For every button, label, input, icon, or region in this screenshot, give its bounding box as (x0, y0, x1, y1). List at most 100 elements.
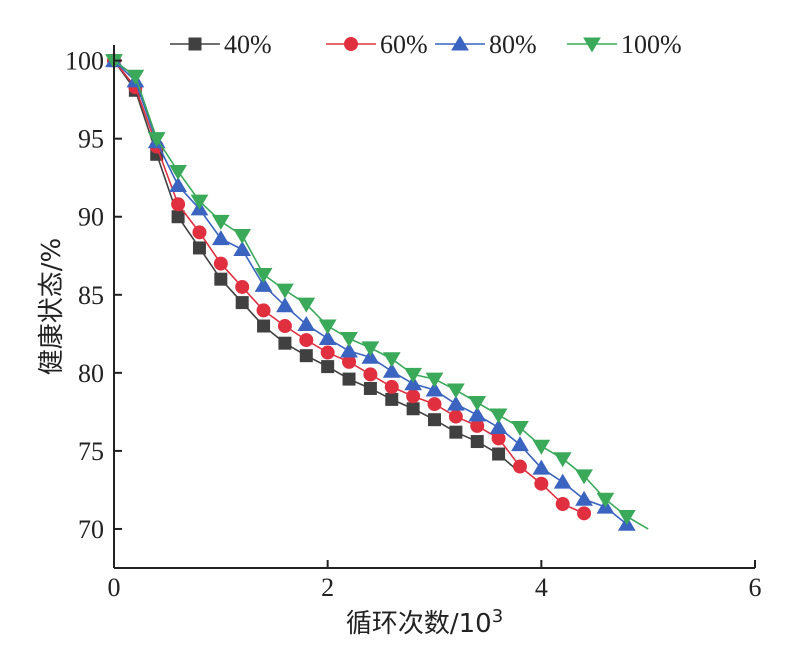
series-100-percent-point (511, 420, 529, 436)
series-60-percent-point (299, 333, 314, 348)
x-tick-label: 6 (749, 573, 762, 602)
series-100-percent-point (254, 267, 273, 283)
series-40-percent-point (235, 296, 249, 310)
legend-item-80-percent-label: 80% (489, 30, 537, 59)
legend-item-80-percent: 80% (435, 30, 537, 59)
legend-item-60-percent-label: 60% (380, 30, 428, 59)
series-100-percent-point (190, 194, 209, 210)
series-80-percent-point (276, 297, 294, 313)
series-80-percent-point (361, 348, 380, 364)
series-80-percent-point (233, 241, 252, 257)
legend-item-100-percent-marker (583, 37, 601, 53)
x-tick-label: 0 (108, 573, 121, 602)
series-40-percent-point (385, 392, 399, 406)
series-100-percent (105, 54, 649, 530)
series-80-percent-point (489, 419, 508, 434)
series-100-percent-point (340, 332, 358, 347)
series-40-percent-point (406, 402, 420, 416)
series-100-percent-point (211, 214, 230, 230)
series-40-percent-point (428, 413, 441, 427)
series-100-percent-point (297, 297, 316, 313)
series-80-percent-point (511, 436, 529, 452)
series-80-percent-point (297, 315, 316, 331)
legend-item-40-percent: 40% (170, 30, 272, 59)
series-40-percent-point (342, 372, 356, 386)
series-100-percent-point (446, 383, 465, 399)
series-100-percent-point (147, 132, 166, 148)
x-tick-label: 4 (535, 573, 548, 602)
x-axis-title-superscript: 3 (492, 606, 503, 627)
series-100-percent-point (532, 439, 551, 455)
series-40-percent-point (299, 349, 313, 363)
series-60-percent-point (406, 389, 421, 404)
series-40-percent-point (470, 435, 484, 449)
series-100-percent-point (617, 509, 636, 525)
series-100-percent-point (169, 164, 187, 180)
plot-area (105, 52, 649, 531)
series-80-percent-point (425, 381, 444, 397)
y-axis-title: 健康状态/% (37, 238, 67, 375)
series-60-percent-point (427, 397, 442, 412)
legend-item-100-percent-label: 100% (621, 30, 682, 59)
series-80-percent-line (113, 60, 628, 525)
series-100-percent-point (468, 396, 487, 411)
series-60-percent-point (577, 506, 592, 521)
y-tick-label: 90 (78, 203, 104, 232)
series-60-percent-line (113, 60, 585, 515)
series-60-percent-point (256, 303, 271, 318)
legend-item-40-percent-label: 40% (224, 30, 272, 59)
series-100-percent-point (318, 319, 337, 335)
series-100-percent-point (553, 452, 572, 468)
series-60-percent-point (277, 319, 292, 334)
series-60-percent-point (512, 459, 527, 474)
series-100-percent-point (361, 341, 380, 357)
x-axis-ticks: 0 2 4 6 (108, 560, 762, 602)
series-40-percent-point (192, 241, 206, 255)
series-80-percent-point (382, 362, 401, 378)
series-40-percent-point (214, 272, 228, 286)
series-100-percent-point (404, 367, 423, 383)
y-tick-label: 85 (78, 281, 104, 310)
series-100-percent-point (575, 469, 593, 485)
legend: 40% 60% 80% 100% (170, 30, 682, 59)
series-40-percent-point (492, 447, 506, 461)
series-100-percent-line (113, 59, 649, 530)
x-tick-label: 2 (321, 573, 334, 602)
legend-item-100-percent: 100% (567, 30, 682, 59)
series-40-percent-point (171, 210, 185, 224)
y-tick-label: 100 (65, 47, 104, 76)
series-80-percent-point (404, 375, 423, 391)
series-80-percent-point (318, 330, 337, 346)
legend-item-80-percent-marker (451, 35, 469, 51)
series-80-percent-point (446, 395, 465, 411)
series-100-percent-point (126, 69, 145, 85)
series-60-percent-point (363, 367, 378, 382)
series-60-percent-point (384, 379, 399, 394)
series-60-percent-point (555, 496, 570, 511)
y-tick-label: 70 (78, 515, 104, 544)
series-80-percent-point (340, 342, 358, 358)
series-100-percent-point (425, 372, 444, 388)
series-60-percent-point (235, 279, 250, 294)
y-tick-label: 95 (78, 125, 104, 154)
series-40-percent-point (278, 336, 292, 350)
series-60-percent-point (192, 225, 207, 240)
series-60-percent-point (320, 345, 335, 360)
series-80-percent (105, 52, 636, 531)
series-80-percent-point (532, 459, 551, 475)
series-60-percent-point (171, 197, 186, 212)
series-100-percent-point (489, 408, 508, 424)
legend-item-60-percent: 60% (326, 30, 428, 59)
series-100-percent-point (276, 283, 294, 299)
series-40-percent-point (321, 360, 335, 374)
series-100-percent-point (382, 352, 401, 368)
series-40-percent-point (363, 381, 377, 395)
series-80-percent-point (211, 230, 230, 246)
series-100-percent-point (596, 492, 615, 508)
y-axis-ticks: 70 75 80 85 90 95 100 (65, 47, 122, 544)
series-80-percent-point (254, 276, 273, 292)
legend-item-60-percent-marker (344, 37, 358, 51)
series-60-percent-point (448, 409, 463, 424)
series-40-percent-point (257, 319, 271, 333)
